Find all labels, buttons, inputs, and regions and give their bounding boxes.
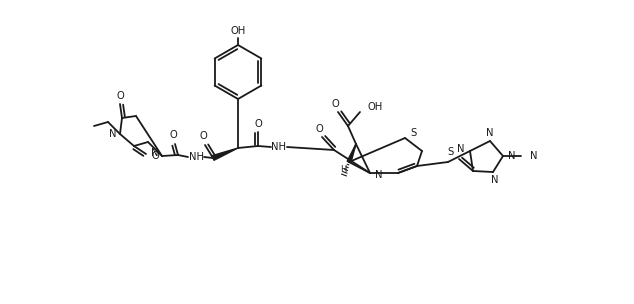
Polygon shape	[347, 144, 356, 163]
Text: N: N	[530, 151, 538, 161]
Text: H: H	[340, 165, 346, 174]
Text: O: O	[315, 124, 323, 134]
Polygon shape	[212, 148, 238, 160]
Text: N: N	[458, 144, 465, 154]
Text: NH: NH	[188, 152, 204, 162]
Text: OH: OH	[230, 26, 245, 36]
Text: S: S	[410, 128, 417, 138]
Text: OH: OH	[368, 102, 383, 112]
Text: N: N	[486, 128, 494, 138]
Text: NH: NH	[271, 142, 287, 152]
Text: O: O	[169, 130, 177, 140]
Text: N: N	[508, 151, 515, 161]
Text: N: N	[375, 170, 382, 180]
Text: S: S	[448, 147, 454, 157]
Text: N: N	[108, 129, 116, 139]
Text: O: O	[151, 151, 158, 161]
Text: O: O	[199, 131, 207, 141]
Text: O: O	[254, 119, 262, 129]
Text: N: N	[491, 175, 499, 185]
Text: O: O	[331, 99, 339, 109]
Text: O: O	[116, 91, 124, 101]
Text: N: N	[150, 148, 158, 158]
